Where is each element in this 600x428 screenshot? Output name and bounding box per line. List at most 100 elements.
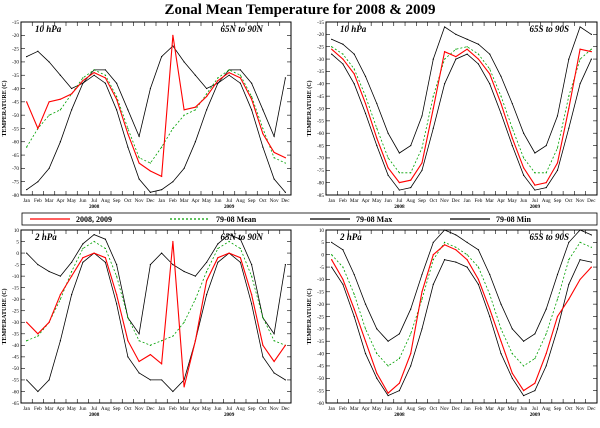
- data-point: [455, 246, 457, 248]
- data-point: [37, 333, 39, 335]
- data-point: [127, 146, 129, 148]
- y-tick-label: -25: [12, 309, 19, 315]
- y-axis-label: TEMPERATURE (C): [306, 288, 313, 344]
- data-point: [466, 254, 468, 256]
- year-label: 2008: [394, 412, 405, 418]
- data-point: [194, 74, 196, 76]
- y-tick-label: -65: [317, 143, 324, 149]
- data-point: [194, 340, 196, 342]
- data-point: [353, 293, 355, 295]
- data-point: [239, 257, 241, 259]
- y-tick-label: -30: [12, 320, 19, 326]
- x-tick-label: Feb: [475, 198, 483, 204]
- series-line-79-08-max: [331, 229, 592, 342]
- x-tick-label: Aug: [236, 406, 245, 412]
- data-point: [432, 241, 434, 243]
- data-point: [37, 181, 39, 183]
- data-point: [183, 114, 185, 116]
- year-label: 2009: [530, 412, 541, 418]
- x-tick-label: Nov: [270, 198, 279, 204]
- data-point: [48, 114, 50, 116]
- data-point: [26, 56, 28, 58]
- data-point: [590, 246, 592, 248]
- data-point: [523, 167, 525, 169]
- data-point: [284, 157, 286, 159]
- data-point: [331, 254, 333, 256]
- data-point: [217, 77, 219, 79]
- x-tick-label: Jan: [158, 198, 165, 204]
- data-point: [104, 247, 106, 250]
- data-point: [432, 259, 434, 261]
- x-tick-label: Dec: [587, 198, 596, 204]
- x-tick-label: Jul: [532, 198, 539, 204]
- x-tick-label: Jul: [91, 406, 98, 412]
- x-tick-label: Mar: [350, 198, 359, 204]
- data-point: [194, 109, 196, 111]
- data-point: [556, 162, 559, 164]
- data-point: [500, 112, 502, 115]
- y-tick-label: -25: [12, 46, 19, 52]
- x-tick-label: Sep: [248, 406, 256, 412]
- y-tick-label: -40: [12, 343, 19, 349]
- data-point: [93, 71, 95, 74]
- data-point: [556, 147, 559, 149]
- data-point: [127, 340, 129, 342]
- data-point: [59, 98, 61, 100]
- data-point: [206, 270, 208, 273]
- x-tick-label: Nov: [440, 198, 449, 204]
- data-point: [500, 340, 502, 342]
- data-point: [511, 144, 513, 147]
- legend: 2008, 2009 79-08 Mean 79-08 Max 79-08 Min: [21, 212, 598, 226]
- data-point: [443, 244, 446, 246]
- data-point: [410, 365, 412, 367]
- data-point: [342, 278, 344, 281]
- data-point: [26, 340, 28, 342]
- data-point: [273, 340, 275, 342]
- data-point: [273, 372, 275, 374]
- panel-pressure-label: 2 hPa: [34, 232, 57, 242]
- data-point: [523, 365, 525, 367]
- data-point: [455, 48, 457, 50]
- data-point: [82, 77, 84, 79]
- data-point: [353, 273, 355, 276]
- data-point: [500, 75, 502, 77]
- data-point: [568, 107, 570, 110]
- data-point: [477, 249, 480, 251]
- data-point: [545, 182, 547, 184]
- series-line-79-08-min: [26, 252, 286, 393]
- x-tick-label: Jun: [214, 198, 222, 204]
- chart-panel-3: -65-60-55-50-45-40-35-30-25-20-15-10-505…: [1, 228, 292, 418]
- y-tick-label: -75: [317, 168, 324, 174]
- data-point: [523, 340, 525, 342]
- data-point: [364, 102, 367, 105]
- data-point: [183, 321, 185, 323]
- y-tick-label: -50: [317, 376, 324, 382]
- data-point: [331, 53, 333, 55]
- data-point: [37, 390, 39, 393]
- data-point: [455, 234, 457, 236]
- y-tick-label: -60: [12, 140, 19, 146]
- data-point: [410, 186, 412, 189]
- data-point: [284, 379, 286, 381]
- y-tick-label: 5: [321, 240, 324, 246]
- data-point: [138, 162, 140, 164]
- data-point: [421, 169, 423, 171]
- data-point: [228, 252, 230, 254]
- data-point: [387, 394, 389, 397]
- data-point: [116, 264, 118, 266]
- data-point: [172, 390, 174, 393]
- year-label: 2008: [89, 204, 100, 210]
- data-point: [477, 266, 480, 268]
- x-tick-label: Jun: [520, 198, 528, 204]
- data-point: [376, 102, 378, 105]
- legend-label: 79-08 Min: [496, 215, 531, 224]
- data-point: [421, 298, 423, 300]
- data-point: [206, 109, 208, 111]
- x-tick-label: Apr: [497, 198, 505, 204]
- data-point: [149, 379, 151, 381]
- data-point: [556, 169, 559, 171]
- legend-label: 79-08 Mean: [216, 215, 257, 224]
- y-tick-label: -15: [317, 20, 324, 26]
- y-tick-label: -35: [317, 339, 324, 345]
- data-point: [398, 172, 400, 174]
